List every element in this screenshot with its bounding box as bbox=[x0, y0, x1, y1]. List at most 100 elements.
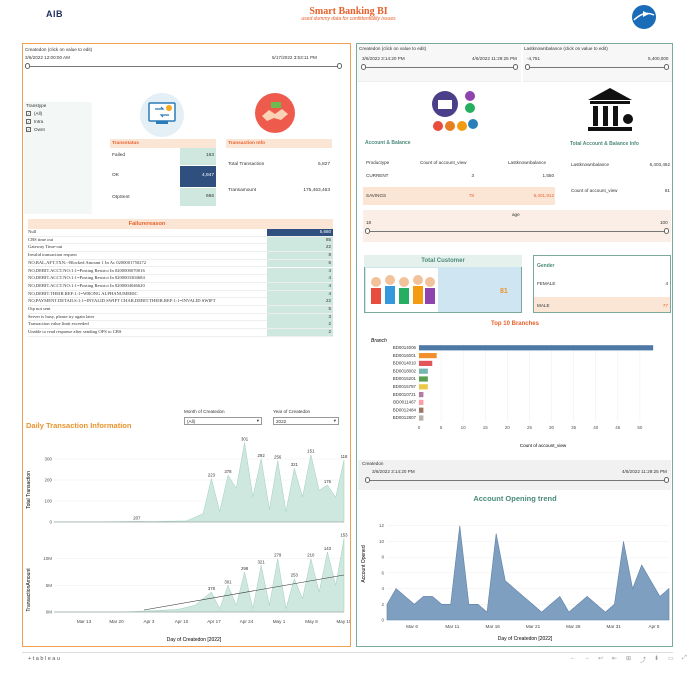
failurereason-value[interactable]: 4 bbox=[267, 267, 333, 275]
branch-bar[interactable] bbox=[419, 415, 424, 421]
createdon2-max-handle[interactable] bbox=[664, 477, 669, 483]
branch-bar[interactable] bbox=[419, 353, 437, 359]
branch-bar[interactable] bbox=[419, 376, 428, 382]
savings-count[interactable]: 78 bbox=[468, 193, 474, 198]
branch-bar[interactable] bbox=[419, 399, 424, 405]
failurereason-value[interactable]: 2 bbox=[267, 321, 333, 329]
failurereason-row[interactable]: Unable to read response after sending OF… bbox=[28, 329, 333, 337]
area-series[interactable] bbox=[53, 442, 345, 523]
redo-icon[interactable]: → bbox=[584, 655, 590, 661]
x-tick-label: May 8 bbox=[305, 619, 318, 624]
branch-bar[interactable] bbox=[419, 345, 654, 351]
failurereason-value[interactable]: 22 bbox=[267, 298, 333, 306]
createdon-start-value[interactable]: 3/6/2022 12:00:00 AM bbox=[25, 55, 70, 60]
failurereason-row[interactable]: NO,PAYMENT.DETAILS:1:1=INVALID SWIFT CHA… bbox=[28, 298, 333, 306]
failurereason-value[interactable]: 6 bbox=[267, 259, 333, 267]
male-value[interactable]: 77 bbox=[662, 303, 668, 308]
refresh-icon[interactable]: ⇤ bbox=[612, 656, 618, 662]
right-createdon-max-handle[interactable] bbox=[513, 64, 518, 70]
right-createdon-start[interactable]: 3/6/2022 3:14:20 PM bbox=[362, 56, 405, 61]
lastknown-start[interactable]: -4,751 bbox=[527, 56, 541, 61]
failurereason-row[interactable]: Invalid transaction request 8 bbox=[28, 252, 333, 260]
failurereason-value[interactable]: 8 bbox=[267, 252, 333, 260]
branch-bar[interactable] bbox=[419, 360, 433, 366]
failurereason-value[interactable]: 2 bbox=[267, 329, 333, 337]
failurereason-row[interactable]: Otp not sent 5 bbox=[28, 306, 333, 314]
area-series[interactable] bbox=[54, 538, 345, 613]
failurereason-row[interactable]: NO,DEBIT.ACCT.NO:1:1=Posting Restrict In… bbox=[28, 267, 333, 276]
data-label: 378 bbox=[208, 586, 216, 591]
createdon-slider-track[interactable] bbox=[28, 66, 340, 67]
lastknown-min-handle[interactable] bbox=[525, 64, 530, 70]
transstatus-otpsent-value[interactable]: 666 bbox=[180, 188, 216, 206]
age-slider-max-handle[interactable] bbox=[664, 228, 669, 234]
total-count-value[interactable]: 81 bbox=[664, 188, 670, 193]
year-select[interactable]: 2022 ▾ bbox=[273, 417, 339, 425]
failurereason-row[interactable]: NO,DEBIT.ACCT.NO:1:1=Posting Restrict In… bbox=[28, 275, 333, 283]
savings-balance[interactable]: 6,401,912 bbox=[533, 193, 554, 198]
account-opening-chart: Account Opened Day of Createdon [2022] 0… bbox=[361, 523, 670, 642]
lastknown-track[interactable] bbox=[528, 67, 666, 68]
current-balance[interactable]: 1,550 bbox=[542, 173, 555, 178]
branch-bar[interactable] bbox=[419, 407, 424, 413]
comment-icon[interactable]: ▭ bbox=[668, 656, 674, 662]
female-value[interactable]: 4 bbox=[665, 281, 668, 286]
failurereason-value[interactable]: 4 bbox=[267, 275, 333, 283]
month-select[interactable]: (All) ▾ bbox=[184, 417, 262, 425]
checkbox[interactable]: ✓ bbox=[26, 127, 31, 132]
transamount-value[interactable]: 175,463,463 bbox=[303, 188, 330, 193]
failurereason-value[interactable]: 5,660 bbox=[267, 229, 333, 236]
branch-bar[interactable] bbox=[419, 392, 424, 398]
age-slider-track[interactable] bbox=[368, 231, 666, 232]
failurereason-row[interactable]: Null 5,660 bbox=[28, 229, 333, 237]
failurereason-row[interactable]: CBS time out 85 bbox=[28, 236, 333, 245]
area-series[interactable] bbox=[386, 525, 670, 621]
createdon-slider-max-handle[interactable] bbox=[337, 63, 342, 69]
failurereason-row[interactable]: Transaction value limit exceeded 2 bbox=[28, 321, 333, 330]
total-lastknown-value[interactable]: 6,403,462 bbox=[649, 162, 670, 167]
failurereason-value[interactable]: 4 bbox=[267, 282, 333, 290]
createdon2-min-handle[interactable] bbox=[365, 477, 370, 483]
createdon2-track[interactable] bbox=[368, 480, 666, 481]
transstatus-ok-value[interactable]: 4,947 bbox=[180, 166, 216, 187]
failurereason-value[interactable]: 22 bbox=[267, 244, 333, 252]
age-slider-min-handle[interactable] bbox=[365, 228, 370, 234]
failurereason-row[interactable]: Gateway Time-out 22 bbox=[28, 244, 333, 253]
current-count[interactable]: 3 bbox=[471, 173, 474, 178]
transstatus-failed-value[interactable]: 163 bbox=[180, 148, 216, 165]
male-row[interactable] bbox=[534, 297, 670, 312]
createdon-end-value[interactable]: 5/17/2022 3:53:11 PM bbox=[272, 55, 317, 60]
total-transaction-value[interactable]: 5,827 bbox=[317, 162, 330, 167]
failurereason-row[interactable]: NO,DEBIT.ACCT.NO:1:1=Posting Restrict In… bbox=[28, 282, 333, 291]
failurereason-value[interactable]: 5 bbox=[267, 306, 333, 313]
right-createdon-end[interactable]: 4/6/2022 11:29:25 PM bbox=[472, 56, 517, 61]
download-icon[interactable]: ⬇ bbox=[654, 656, 660, 662]
failurereason-value[interactable]: 3 bbox=[267, 313, 333, 321]
right-createdon-min-handle[interactable] bbox=[361, 64, 366, 70]
branch-bar[interactable] bbox=[419, 368, 428, 374]
createdon-slider-min-handle[interactable] bbox=[25, 63, 30, 69]
failurereason-row[interactable]: NO,DEBIT.THEIR.REF:1:1=WRONG ALPHANUMERI… bbox=[28, 290, 333, 299]
fullscreen-icon[interactable]: ⤢ bbox=[682, 655, 687, 661]
checkbox[interactable]: ✓ bbox=[26, 119, 31, 124]
undo-icon[interactable]: ← bbox=[570, 655, 576, 661]
pause-icon[interactable]: ⊞ bbox=[626, 656, 632, 662]
lastknown-end[interactable]: 5,400,000 bbox=[648, 56, 669, 61]
age-end[interactable]: 100 bbox=[660, 220, 668, 225]
age-start[interactable]: 18 bbox=[366, 220, 372, 225]
createdon2-end[interactable]: 4/6/2022 11:29:25 PM bbox=[622, 469, 667, 474]
failurereason-value[interactable]: 4 bbox=[267, 290, 333, 298]
createdon2-start[interactable]: 3/6/2022 3:14:20 PM bbox=[372, 469, 415, 474]
total-customer-header: Total Customer bbox=[421, 258, 465, 264]
share-icon[interactable]: ⤴ bbox=[640, 658, 647, 664]
checkbox[interactable]: ✓ bbox=[26, 111, 31, 116]
lastknown-max-handle[interactable] bbox=[664, 64, 669, 70]
failurereason-row[interactable]: Server is busy, please try again later 3 bbox=[28, 313, 333, 322]
savings-row[interactable] bbox=[363, 187, 555, 205]
branch-bar[interactable] bbox=[419, 384, 428, 390]
right-createdon-track[interactable] bbox=[364, 67, 516, 68]
x-tick-label: Apr 17 bbox=[207, 619, 221, 624]
revert-icon[interactable]: ↩ bbox=[598, 656, 604, 662]
failurereason-row[interactable]: NO,BAL,AFT,TXN::-Blocked Amount 1 In Ac … bbox=[28, 259, 333, 268]
failurereason-value[interactable]: 85 bbox=[267, 236, 333, 244]
